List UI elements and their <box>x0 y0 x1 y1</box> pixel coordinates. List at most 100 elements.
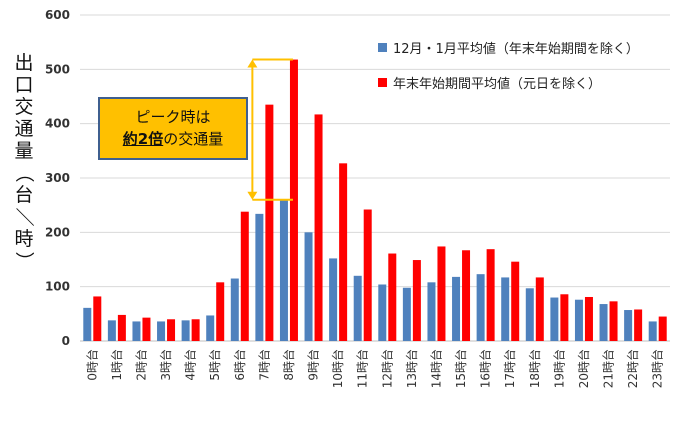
y-tick-label: 100 <box>45 280 70 294</box>
bar-newyear <box>339 163 348 341</box>
bar-normal <box>427 282 436 341</box>
legend-label: 年末年始期間平均値（元日を除く） <box>393 76 602 92</box>
x-tick-label: 18時台 <box>527 349 542 388</box>
bar-newyear <box>486 249 495 341</box>
y-tick-label: 600 <box>45 8 70 22</box>
y-tick-labels: 0 100 200 300 400 500 600 <box>45 8 70 348</box>
legend-swatch <box>378 42 387 52</box>
bar-normal <box>353 275 362 341</box>
bar-newyear <box>240 211 249 341</box>
bar-newyear <box>142 317 151 341</box>
x-tick-label: 10時台 <box>330 349 345 388</box>
bar-newyear <box>412 260 421 341</box>
x-tick-label: 14時台 <box>428 349 443 388</box>
x-tick-label: 15時台 <box>453 349 468 388</box>
peak-arrow <box>247 58 293 201</box>
x-tick-label: 9時台 <box>306 349 321 381</box>
bar-normal <box>255 213 264 341</box>
x-tick-labels: 0時台 1時台 2時台 3時台 4時台 5時台 6時台 7時台 8時台 9時台 10時台 11時台 12… <box>84 349 664 388</box>
x-tick-label: 23時台 <box>650 349 665 388</box>
callout-line-1: ピーク時は <box>135 108 211 126</box>
y-axis-label-char: 量 <box>14 140 34 162</box>
x-tick-label: 13時台 <box>404 349 419 388</box>
bar-normal <box>329 258 338 341</box>
x-tick-label: 8時台 <box>281 349 296 381</box>
bar-normal <box>107 320 116 341</box>
callout-tail: の交通量 <box>163 130 224 148</box>
bar-normal <box>501 277 510 341</box>
bar-newyear <box>634 309 643 341</box>
x-tick-label: 1時台 <box>109 349 124 381</box>
arrow-head-top <box>247 59 258 68</box>
bar-normal <box>550 297 559 341</box>
x-tick-label: 16時台 <box>478 349 493 388</box>
bar-normal <box>304 232 313 341</box>
bar-newyear <box>363 209 372 341</box>
bar-normal <box>279 199 288 341</box>
bars <box>83 59 667 342</box>
x-tick-label: 19時台 <box>551 349 566 388</box>
x-tick-label: 22時台 <box>625 349 640 388</box>
bar-normal <box>525 288 534 341</box>
bar-newyear <box>93 296 102 341</box>
x-tick-label: 6時台 <box>232 349 247 381</box>
callout-emphasis: 約2倍 <box>122 130 164 148</box>
bar-normal <box>132 321 141 341</box>
bar-normal <box>599 304 608 341</box>
legend: 12月・1月平均値（年末年始期間を除く） 年末年始期間平均値（元日を除く） <box>378 36 639 106</box>
bar-newyear <box>289 59 298 341</box>
bar-newyear <box>216 282 225 341</box>
x-tick-label: 11時台 <box>355 349 370 388</box>
x-tick-label: 7時台 <box>256 349 271 381</box>
y-tick-label: 0 <box>62 334 70 348</box>
y-axis-label-char: 交 <box>14 96 34 118</box>
callout-line-2: 約2倍の交通量 <box>100 128 246 150</box>
bar-newyear <box>658 316 667 341</box>
x-tick-label: 12時台 <box>379 349 394 388</box>
bar-normal <box>157 321 166 341</box>
arrow-head-bottom <box>247 191 258 200</box>
bar-newyear <box>314 114 323 342</box>
legend-item-series-1: 12月・1月平均値（年末年始期間を除く） <box>378 36 639 58</box>
y-axis-label-char: 口 <box>14 74 34 96</box>
legend-label: 12月・1月平均値（年末年始期間を除く） <box>393 41 639 57</box>
bar-normal <box>402 287 411 341</box>
bar-normal <box>181 320 190 341</box>
bar-normal <box>476 274 485 341</box>
y-tick-label: 500 <box>45 62 70 76</box>
peak-callout: ピーク時は 約2倍の交通量 <box>98 97 248 160</box>
bar-newyear <box>437 246 446 341</box>
x-tick-label: 5時台 <box>207 349 222 381</box>
x-tick-label: 20時台 <box>576 349 591 388</box>
x-tick-label: 17時台 <box>502 349 517 388</box>
y-axis-label-char: 時 <box>14 228 34 250</box>
bar-normal <box>648 321 657 341</box>
y-tick-label: 300 <box>45 171 70 185</box>
y-tick-label: 400 <box>45 117 70 131</box>
bar-newyear <box>388 253 397 341</box>
bar-newyear <box>167 319 176 341</box>
y-axis-label-char: ／ <box>13 207 35 227</box>
bar-newyear <box>535 277 544 341</box>
y-axis-label: 出口交通量（台／時） <box>10 52 38 272</box>
x-tick-label: 0時台 <box>84 349 99 381</box>
y-tick-label: 200 <box>45 225 70 239</box>
bar-normal <box>230 278 239 341</box>
x-tick-label: 21時台 <box>601 349 616 388</box>
y-axis-label-char: ） <box>13 251 35 271</box>
bar-normal <box>452 276 461 341</box>
bar-newyear <box>191 319 200 341</box>
bar-newyear <box>117 314 126 341</box>
y-axis-label-char: （ <box>13 163 35 183</box>
x-tick-label: 4時台 <box>183 349 198 381</box>
bar-normal <box>83 307 92 341</box>
x-tick-label: 3時台 <box>158 349 173 381</box>
legend-item-series-2: 年末年始期間平均値（元日を除く） <box>378 71 639 93</box>
bar-newyear <box>265 104 274 342</box>
bar-newyear <box>609 301 618 341</box>
bar-normal <box>378 284 387 341</box>
bar-newyear <box>560 294 569 341</box>
legend-swatch <box>378 77 387 87</box>
bar-normal <box>206 315 215 341</box>
